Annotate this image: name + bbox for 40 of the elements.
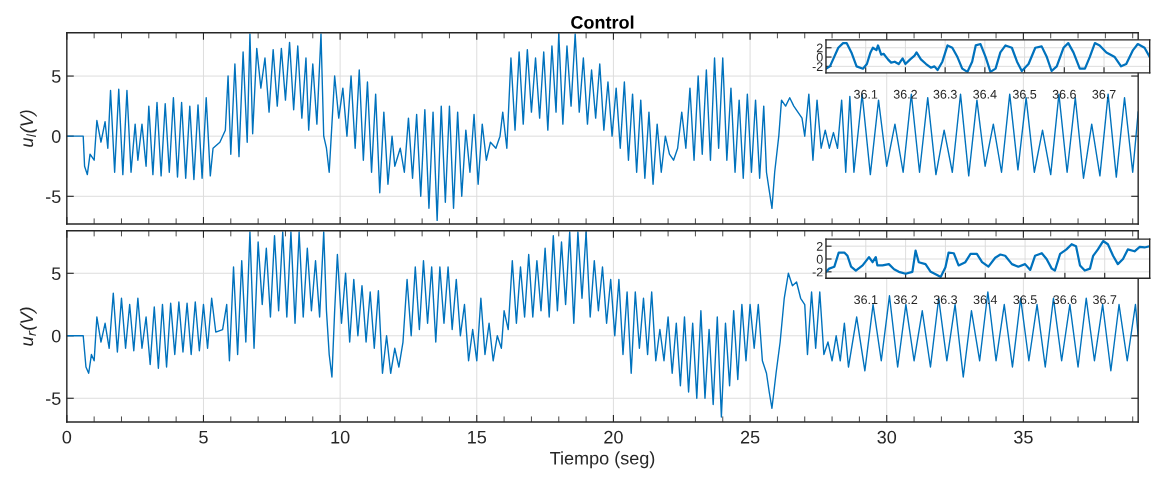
x-tick-label: 36.7 bbox=[1093, 295, 1117, 305]
y-tick-label: -2 bbox=[812, 267, 823, 277]
chart-title: Control bbox=[571, 15, 634, 29]
x-tick-label: 36.1 bbox=[854, 89, 878, 99]
x-tick-label: 10 bbox=[331, 430, 350, 444]
x-tick-label: 36.6 bbox=[1053, 295, 1077, 305]
x-tick-label: 36.2 bbox=[893, 89, 917, 99]
x-tick-label: 36.2 bbox=[893, 295, 918, 305]
y-tick-label: -5 bbox=[46, 392, 61, 405]
x-tick-label: 5 bbox=[199, 431, 208, 444]
x-tick-label: 36.7 bbox=[1092, 89, 1116, 99]
y-axis-title: u$_{r}$(V) bbox=[19, 307, 37, 346]
x-tick-label: 30 bbox=[877, 430, 897, 444]
x-tick-label: 36.1 bbox=[854, 295, 878, 305]
x-axis-title: Tiempo (seg) bbox=[550, 451, 655, 469]
y-tick-label: 0 bbox=[51, 130, 61, 143]
line-series bbox=[825, 42, 1150, 73]
y-tick-label: 0 bbox=[51, 329, 61, 343]
y-tick-label: 0 bbox=[816, 52, 823, 62]
x-tick-label: 36.5 bbox=[1012, 89, 1037, 99]
x-tick-label: 36.4 bbox=[973, 89, 997, 99]
y-tick-label: -2 bbox=[812, 62, 823, 71]
x-tick-label: 15 bbox=[468, 431, 487, 444]
y-tick-label: 5 bbox=[51, 70, 61, 83]
x-tick-label: 35 bbox=[1014, 430, 1033, 444]
y-tick-label: -5 bbox=[46, 190, 61, 204]
x-tick-label: 20 bbox=[604, 430, 623, 444]
x-tick-label: 36.3 bbox=[933, 89, 957, 99]
x-tick-label: 36.6 bbox=[1052, 89, 1076, 99]
line-series bbox=[825, 239, 1150, 279]
x-tick-label: 36.5 bbox=[1013, 295, 1037, 305]
y-axis-title: u$_{l}$(V) bbox=[19, 110, 37, 147]
y-tick-label: 5 bbox=[51, 267, 61, 281]
x-tick-label: 36.3 bbox=[933, 295, 958, 305]
y-tick-label: 2 bbox=[816, 241, 823, 251]
x-tick-label: 25 bbox=[740, 430, 760, 444]
y-tick-label: 0 bbox=[816, 254, 823, 264]
x-tick-label: 0 bbox=[62, 430, 72, 444]
line-series bbox=[66, 33, 1139, 222]
y-tick-label: 2 bbox=[816, 43, 823, 53]
